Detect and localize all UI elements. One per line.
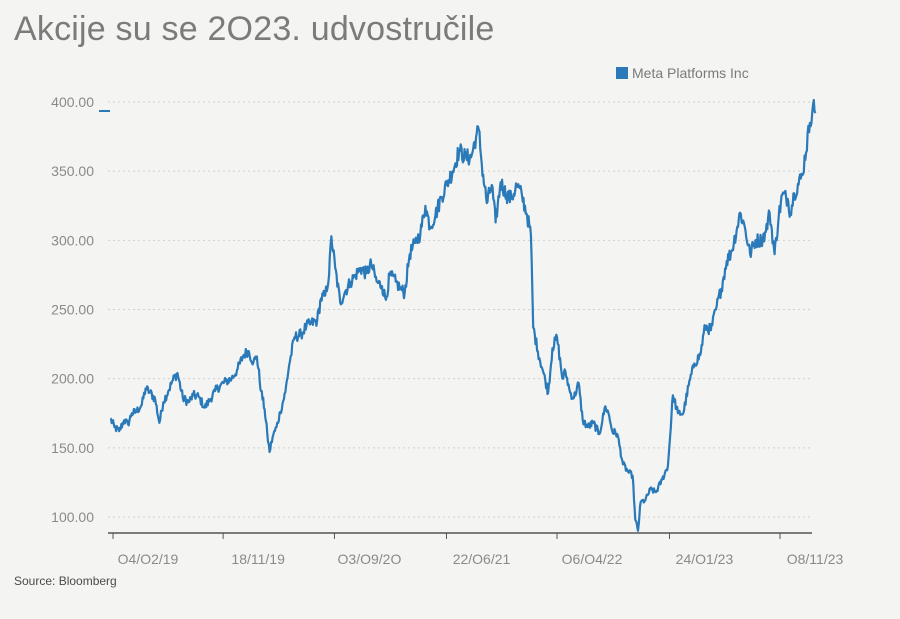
x-tick-label: 24/O1/23 (676, 551, 734, 567)
series-lines (109, 98, 817, 532)
y-tick-label: 300.00 (51, 232, 94, 248)
y-tick-label: 200.00 (51, 371, 94, 387)
y-tick-label: 350.00 (51, 163, 94, 179)
grid-lines (108, 101, 812, 518)
y-axis-tick-labels: 100.00 150.00 200.00 250.00 300.00 350.00 400.… (51, 94, 110, 525)
legend-swatch (616, 67, 628, 79)
source-note: Source: Bloomberg (14, 574, 117, 588)
x-tick-label: O8/11/23 (787, 551, 844, 567)
x-tick-label: O4/O2/19 (118, 551, 179, 567)
y-tick-label: 150.00 (51, 440, 94, 456)
x-tick-label: O3/O9/2O (338, 551, 402, 567)
chart-title: Akcije su se 2O23. udvostručile (14, 10, 495, 48)
series-line-meta (109, 98, 817, 532)
x-axis: O4/O2/19 18/11/19 O3/O9/2O 22/O6/21 O6/O4/22… (108, 532, 844, 567)
x-tick-label: O6/O4/22 (562, 551, 623, 567)
y-tick-label: 400.00 (51, 94, 94, 110)
legend-label: Meta Platforms Inc (632, 65, 749, 81)
x-tick-label: 22/O6/21 (453, 551, 511, 567)
legend: Meta Platforms Inc (616, 65, 749, 81)
y-tick-label: 100.00 (51, 509, 94, 525)
x-tick-label: 18/11/19 (231, 551, 285, 567)
y-tick-label: 250.00 (51, 302, 94, 318)
